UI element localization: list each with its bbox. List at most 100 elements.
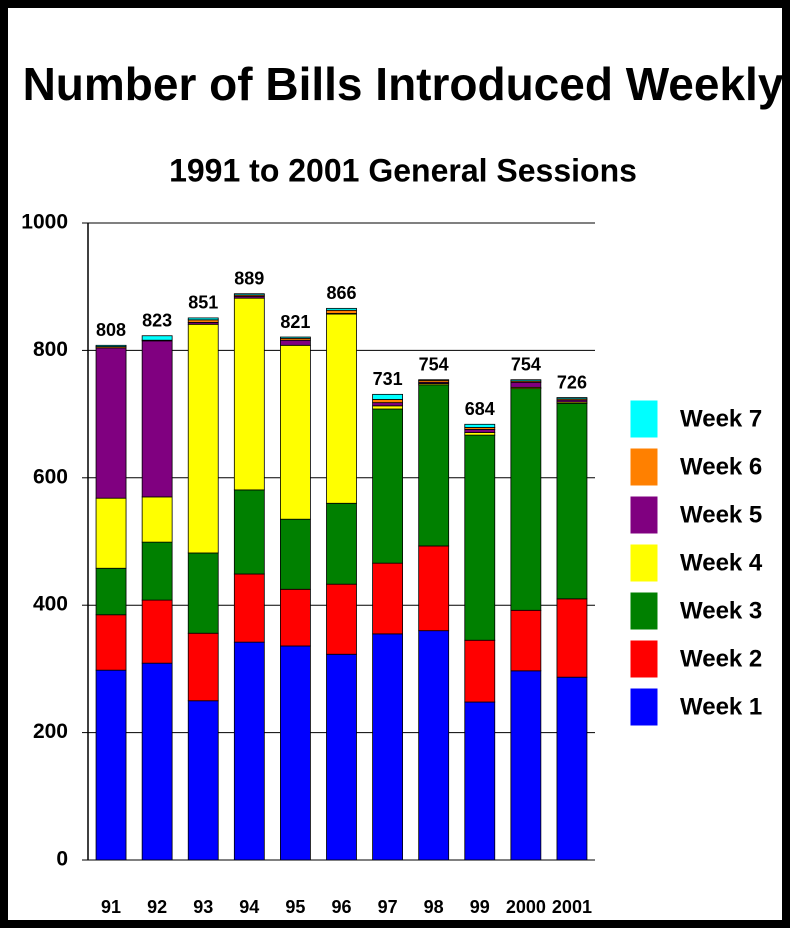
bar-segment: [280, 336, 311, 339]
bar-segment: [280, 344, 311, 520]
y-tick-label: 0: [56, 848, 68, 871]
bar-segment: [187, 632, 219, 702]
bar-segment: [187, 700, 219, 861]
bar-segment: [95, 614, 127, 671]
bar-segment: [510, 388, 542, 611]
bar-segment: [233, 489, 265, 575]
bar-segment: [556, 676, 588, 861]
legend-label: Week 6: [680, 453, 762, 480]
bar-segment: [141, 662, 173, 861]
legend-label: Week 4: [680, 549, 763, 576]
total-label: 851: [188, 293, 218, 313]
bar-segment: [233, 641, 265, 861]
chart-subtitle: 1991 to 2001 General Sessions: [169, 152, 637, 188]
x-tick-label: 94: [239, 897, 259, 917]
legend-swatch: [630, 544, 658, 582]
total-label: 754: [511, 354, 541, 374]
legend-swatch: [630, 688, 658, 726]
bar-segment: [95, 567, 127, 616]
bar-segment: [141, 335, 173, 341]
y-tick-label: 600: [33, 465, 68, 488]
bar-segment: [187, 323, 219, 554]
bar-segment: [464, 428, 496, 433]
bar-segment: [510, 379, 542, 382]
bar-segment: [141, 599, 173, 664]
x-tick-label: 2001: [552, 897, 592, 917]
total-label: 808: [96, 320, 126, 340]
bar-segment: [95, 669, 127, 861]
bar-segment: [233, 297, 265, 491]
bar-segment: [95, 347, 127, 499]
bar-segment: [464, 423, 496, 428]
bar-segment: [326, 307, 357, 311]
bar-segment: [280, 339, 311, 346]
legend-swatch: [630, 592, 658, 630]
bar-segment: [372, 562, 403, 635]
bar-segment: [187, 317, 219, 321]
bar-segment: [418, 630, 450, 861]
bar-segment: [556, 598, 588, 678]
y-tick-label: 800: [33, 338, 68, 361]
x-tick-label: 93: [193, 897, 213, 917]
bar-segment: [326, 309, 357, 314]
y-tick-label: 1000: [21, 211, 68, 234]
bar-segment: [326, 502, 357, 585]
bar-segment: [95, 344, 127, 347]
bar-segment: [372, 399, 403, 404]
bar-segment: [95, 497, 127, 569]
bar-segment: [280, 518, 311, 590]
x-tick-label: 98: [424, 897, 444, 917]
bar-segment: [141, 340, 173, 498]
legend-swatch: [630, 640, 658, 678]
bar-segment: [280, 645, 311, 861]
x-tick-label: 99: [470, 897, 490, 917]
x-tick-label: 2000: [506, 897, 546, 917]
legend-swatch: [630, 400, 658, 438]
y-tick-label: 200: [33, 720, 68, 743]
total-label: 866: [326, 283, 356, 303]
chart-title: Number of Bills Introduced Weekly: [23, 58, 784, 110]
bar-segment: [510, 381, 542, 388]
bar-segment: [418, 379, 450, 381]
total-label: 889: [234, 268, 264, 288]
bar-segment: [372, 393, 403, 400]
bar-segment: [372, 633, 403, 861]
bar-segment: [372, 402, 403, 407]
x-tick-label: 95: [285, 897, 305, 917]
bar-segment: [510, 609, 542, 672]
bar-segment: [464, 434, 496, 641]
bar-segment: [141, 541, 173, 601]
legend-label: Week 1: [680, 693, 762, 720]
bar-segment: [326, 313, 357, 504]
bar-segment: [326, 583, 357, 655]
bar-segment: [556, 397, 588, 400]
total-label: 726: [557, 372, 587, 392]
bar-segment: [372, 408, 403, 564]
bar-segment: [418, 384, 450, 547]
x-tick-label: 97: [378, 897, 398, 917]
legend-label: Week 2: [680, 645, 762, 672]
bar-segment: [372, 405, 403, 410]
total-label: 731: [373, 369, 403, 389]
bar-segment: [556, 402, 588, 600]
x-tick-label: 92: [147, 897, 167, 917]
bar-segment: [510, 670, 542, 861]
x-tick-label: 91: [101, 897, 121, 917]
bar-segment: [464, 701, 496, 861]
bar-segment: [418, 545, 450, 632]
bar-segment: [141, 496, 173, 543]
total-label: 684: [465, 399, 495, 419]
bar-segment: [280, 588, 311, 647]
legend-label: Week 5: [680, 501, 762, 528]
legend-label: Week 7: [680, 405, 762, 432]
bar-segment: [187, 552, 219, 634]
legend-swatch: [630, 496, 658, 534]
legend-label: Week 3: [680, 597, 762, 624]
total-label: 823: [142, 310, 172, 330]
bar-segment: [464, 639, 496, 703]
bar-segment: [233, 293, 265, 296]
y-tick-label: 400: [33, 593, 68, 616]
total-label: 821: [280, 312, 310, 332]
